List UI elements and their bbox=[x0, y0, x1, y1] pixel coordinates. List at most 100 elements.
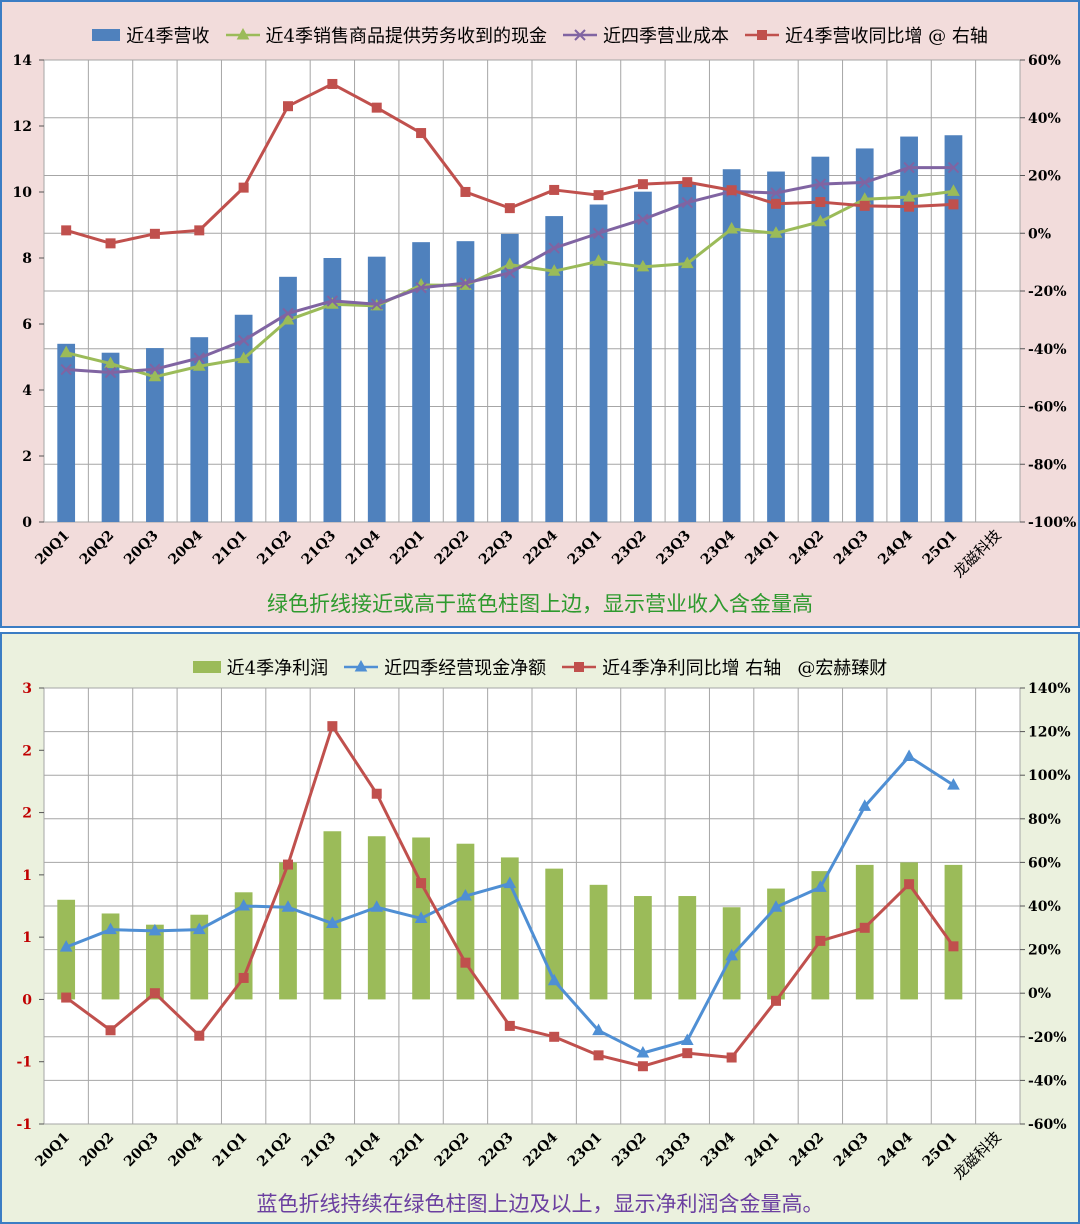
y-left-tick-label: 1 bbox=[22, 868, 32, 884]
grid bbox=[39, 59, 1025, 523]
data-point bbox=[237, 898, 250, 911]
x-tick-label: 22Q4 bbox=[520, 1129, 561, 1170]
bar bbox=[234, 892, 253, 1000]
data-point bbox=[371, 298, 383, 310]
y-left-tick-label: 2 bbox=[22, 743, 32, 759]
bar bbox=[146, 924, 164, 1000]
data-point bbox=[769, 226, 783, 238]
data-point bbox=[725, 221, 738, 234]
data-point bbox=[238, 182, 249, 193]
data-point bbox=[416, 128, 427, 139]
legend-item: 近4季净利同比增 右轴 bbox=[562, 654, 781, 680]
data-point bbox=[327, 78, 338, 89]
x-tick-label: 21Q4 bbox=[343, 1129, 384, 1170]
line-series bbox=[61, 721, 959, 1072]
bar bbox=[855, 148, 874, 522]
data-point bbox=[859, 922, 870, 933]
legend-swatch-icon bbox=[225, 27, 260, 40]
legend-item: 近4季净利润 bbox=[192, 654, 328, 680]
y-right-tick-label: 0% bbox=[1028, 986, 1051, 1002]
line-series bbox=[59, 749, 960, 1058]
y-right-tick-label: -80% bbox=[1028, 457, 1067, 473]
data-point bbox=[680, 1033, 694, 1046]
data-point bbox=[237, 334, 250, 347]
data-point bbox=[593, 1050, 604, 1061]
legend-label: 近四季营业成本 bbox=[603, 26, 729, 47]
data-point bbox=[547, 973, 561, 986]
legend-label: 近4季净利同比增 右轴 bbox=[602, 658, 782, 679]
data-point bbox=[902, 749, 916, 762]
bar bbox=[279, 276, 297, 522]
data-point bbox=[370, 900, 384, 912]
legend-marker-icon bbox=[236, 27, 249, 40]
data-point bbox=[281, 313, 295, 325]
data-point bbox=[371, 102, 382, 113]
data-point bbox=[593, 190, 604, 201]
y-right-tick-label: 0% bbox=[1028, 226, 1051, 242]
data-point bbox=[60, 363, 72, 376]
x-tick-label: 24Q4 bbox=[875, 527, 916, 568]
data-point bbox=[281, 900, 295, 912]
data-point bbox=[902, 189, 916, 202]
data-point bbox=[726, 1052, 737, 1063]
y-right-tick-label: 120% bbox=[1028, 725, 1071, 741]
data-point bbox=[504, 203, 515, 214]
data-point bbox=[636, 1045, 650, 1058]
bar bbox=[811, 156, 830, 522]
bar bbox=[412, 242, 430, 522]
data-point bbox=[771, 995, 781, 1006]
revenue-chart-svg: 0 2 4 6 8 10 12 14 -100% -80% -60% -40% -20% 0% 20% 40%… bbox=[13, 53, 1077, 581]
revenue-chart-legend: 近4季营收 近4季销售商品提供劳务收到的现金 近四季营业成本 近4季营收同比增 @ 右… bbox=[2, 22, 1078, 48]
data-point bbox=[771, 198, 781, 209]
profit-chart-panel: 近4季净利润 近四季经营现金净额 近4季净利同比增 右轴 @宏赫臻财 -1 -1 0 1 1 2… bbox=[0, 632, 1080, 1224]
data-point bbox=[148, 923, 162, 936]
data-point bbox=[105, 1025, 116, 1036]
watermark-label: 龙磁科技 bbox=[949, 526, 1004, 581]
revenue-chart-caption: 绿色折线接近或高于蓝色柱图上边，显示营业收入含金量高 bbox=[267, 592, 813, 616]
y-right-tick-label: 40% bbox=[1028, 111, 1061, 127]
x-tick-label: 21Q3 bbox=[299, 528, 340, 569]
legend-item: 近4季销售商品提供劳务收到的现金 bbox=[225, 22, 547, 48]
y-right-tick-label: -100% bbox=[1028, 515, 1076, 531]
x-tick-label: 20Q4 bbox=[165, 527, 206, 568]
data-point bbox=[194, 225, 205, 236]
x-tick-label: 25Q1 bbox=[920, 528, 961, 569]
x-tick-label: 23Q4 bbox=[698, 527, 739, 568]
bar bbox=[367, 836, 386, 1000]
legend-swatch-icon bbox=[745, 30, 779, 40]
data-point bbox=[592, 227, 605, 239]
data-point bbox=[283, 859, 293, 870]
x-tick-label: 24Q1 bbox=[742, 528, 783, 569]
x-tick-label: 20Q1 bbox=[32, 528, 73, 569]
data-point bbox=[549, 184, 560, 195]
watermark-label: 龙磁科技 bbox=[949, 1128, 1004, 1183]
data-point bbox=[859, 176, 871, 189]
x-tick-label: 20Q2 bbox=[77, 1130, 118, 1171]
x-tick-label: 22Q1 bbox=[387, 528, 428, 569]
bar bbox=[190, 337, 209, 522]
bar bbox=[146, 348, 164, 522]
data-point bbox=[416, 878, 427, 889]
legend-swatch-icon bbox=[563, 29, 597, 41]
bar bbox=[500, 233, 519, 522]
data-point bbox=[59, 345, 73, 358]
data-point bbox=[814, 178, 827, 190]
legend-label: 近4季营收同比增 @ 右轴 bbox=[785, 26, 988, 47]
bar bbox=[57, 343, 76, 522]
data-point bbox=[104, 366, 117, 379]
legend-marker-icon bbox=[757, 30, 767, 40]
data-point bbox=[726, 185, 737, 196]
bar bbox=[944, 135, 963, 523]
bar bbox=[722, 169, 741, 523]
data-point bbox=[814, 880, 827, 892]
data-point bbox=[237, 351, 250, 364]
x-tick-label: 22Q2 bbox=[432, 528, 473, 569]
data-point bbox=[769, 900, 783, 912]
bar bbox=[545, 868, 564, 1000]
data-point bbox=[682, 177, 693, 188]
x-tick-label: 22Q2 bbox=[432, 1130, 473, 1171]
data-point bbox=[149, 988, 160, 999]
x-tick-label: 20Q3 bbox=[121, 528, 162, 569]
y-right-tick-label: -60% bbox=[1028, 400, 1067, 416]
data-point bbox=[904, 879, 915, 890]
